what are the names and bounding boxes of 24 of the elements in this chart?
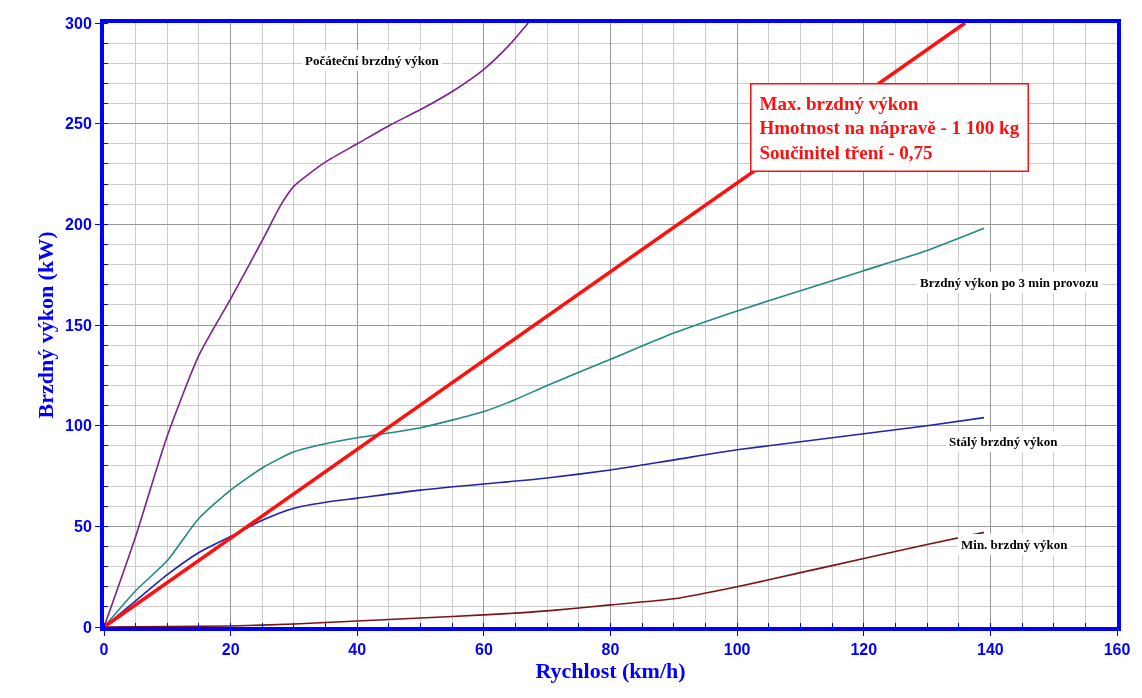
x-tick-label: 60 xyxy=(474,641,493,659)
y-tick-label: 100 xyxy=(65,417,92,435)
line-series xyxy=(104,23,529,627)
text: Počáteční brzdný výkon xyxy=(305,53,440,68)
x-tick-label: 40 xyxy=(348,641,367,659)
x-tick-label: 120 xyxy=(850,641,878,659)
series-label: Min. brzdný výkon xyxy=(961,537,1069,552)
series-label: Brzdný výkon po 3 min provozu xyxy=(920,275,1099,290)
y-tick-label: 0 xyxy=(82,618,92,636)
series-label: Max. brzdný výkon Hmotnost na nápravě - 1 100 kg Součinitel tření - 0,75 xyxy=(759,92,1020,163)
x-tick-label: 20 xyxy=(221,641,240,659)
y-axis-title: Brzdný výkon (kW) xyxy=(33,231,59,419)
y-tick-label: 150 xyxy=(65,316,92,334)
y-tick-label: 250 xyxy=(65,115,92,133)
y-tick-label: 50 xyxy=(74,517,92,535)
y-tick-label: 300 xyxy=(65,14,92,32)
x-tick-label: 140 xyxy=(977,641,1004,659)
y-tick-label: 200 xyxy=(65,215,92,233)
x-axis-title: Rychlost (km/h) xyxy=(535,658,686,684)
x-tick-label: 80 xyxy=(601,641,620,659)
x-tick-label: 0 xyxy=(99,641,109,659)
x-tick-label: 160 xyxy=(1103,641,1131,659)
x-tick-label: 100 xyxy=(723,641,751,659)
series-label: Stálý brzdný výkon xyxy=(949,434,1059,449)
